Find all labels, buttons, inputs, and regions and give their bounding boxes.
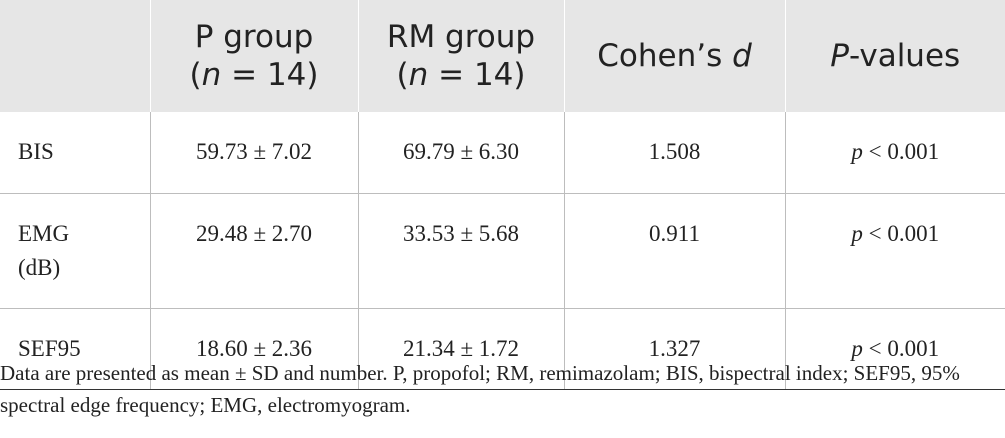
cell-p-group: 59.73 ± 7.02 [150, 112, 359, 194]
cell-p-value-text: < 0.001 [862, 221, 940, 246]
cell-p-value-text: < 0.001 [862, 139, 940, 164]
cell-rm-group: 69.79 ± 6.30 [358, 112, 565, 194]
header-p-var: P [830, 38, 849, 74]
row-label: BIS [18, 139, 54, 164]
cell-p-value: p < 0.001 [785, 112, 1005, 194]
table-body: BIS 59.73 ± 7.02 69.79 ± 6.30 1.508 p < … [0, 112, 1005, 390]
header-rm-group-title: RM group [386, 19, 536, 55]
cell-p-value: p < 0.001 [785, 308, 1005, 390]
row-label-unit: (dB) [18, 255, 61, 280]
cell-p-var: p [851, 139, 863, 164]
cell-cohens-d: 1.327 [564, 308, 786, 390]
cell-p-var: p [851, 336, 863, 361]
header-p-values: P-values [784, 0, 1005, 112]
header-blank [0, 0, 150, 112]
header-p-group-n-open: ( [189, 57, 202, 93]
header-cohens-d-var: d [732, 38, 752, 74]
cell-p-value-text: < 0.001 [862, 336, 940, 361]
table-row: EMG (dB) 29.48 ± 2.70 33.53 ± 5.68 0.911… [0, 193, 1005, 309]
header-p-group-n-value: = 14) [221, 57, 319, 93]
header-cohens-d: Cohen’s d [563, 0, 785, 112]
table-figure: P group (n = 14) RM group (n = 14) Cohen… [0, 0, 1005, 417]
header-p-group-title: P group [194, 19, 314, 55]
header-row: P group (n = 14) RM group (n = 14) Cohen… [0, 0, 1005, 112]
header-rm-group-n-var: n [408, 57, 429, 93]
cell-p-group: 29.48 ± 2.70 [150, 193, 359, 309]
cell-p-value: p < 0.001 [785, 193, 1005, 309]
results-table: P group (n = 14) RM group (n = 14) Cohen… [0, 0, 1005, 390]
header-rm-group: RM group (n = 14) [357, 0, 564, 112]
row-label: EMG [18, 221, 70, 246]
header-p-values-label: -values [849, 38, 961, 74]
cell-cohens-d: 0.911 [564, 193, 786, 309]
header-p-group: P group (n = 14) [149, 0, 358, 112]
cell-rm-group: 33.53 ± 5.68 [358, 193, 565, 309]
header-p-group-n: (n = 14) [151, 56, 358, 94]
header-cohens-label: Cohen’s [597, 38, 733, 74]
row-label: SEF95 [18, 336, 81, 361]
header-rm-group-n-open: ( [396, 57, 409, 93]
header-rm-group-n: (n = 14) [359, 56, 564, 94]
header-rm-group-n-value: = 14) [428, 57, 526, 93]
row-label-cell: BIS [0, 112, 151, 194]
row-label-cell: SEF95 [0, 308, 151, 390]
cell-cohens-d: 1.508 [564, 112, 786, 194]
cell-rm-group: 21.34 ± 1.72 [358, 308, 565, 390]
table-footnote: Data are presented as mean ± SD and numb… [0, 361, 960, 417]
header-p-group-n-var: n [201, 57, 222, 93]
table-row: BIS 59.73 ± 7.02 69.79 ± 6.30 1.508 p < … [0, 112, 1005, 194]
table-row: SEF95 18.60 ± 2.36 21.34 ± 1.72 1.327 p … [0, 308, 1005, 390]
cell-p-var: p [851, 221, 863, 246]
table-header: P group (n = 14) RM group (n = 14) Cohen… [0, 0, 1005, 112]
cell-p-group: 18.60 ± 2.36 [150, 308, 359, 390]
row-label-cell: EMG (dB) [0, 193, 151, 309]
